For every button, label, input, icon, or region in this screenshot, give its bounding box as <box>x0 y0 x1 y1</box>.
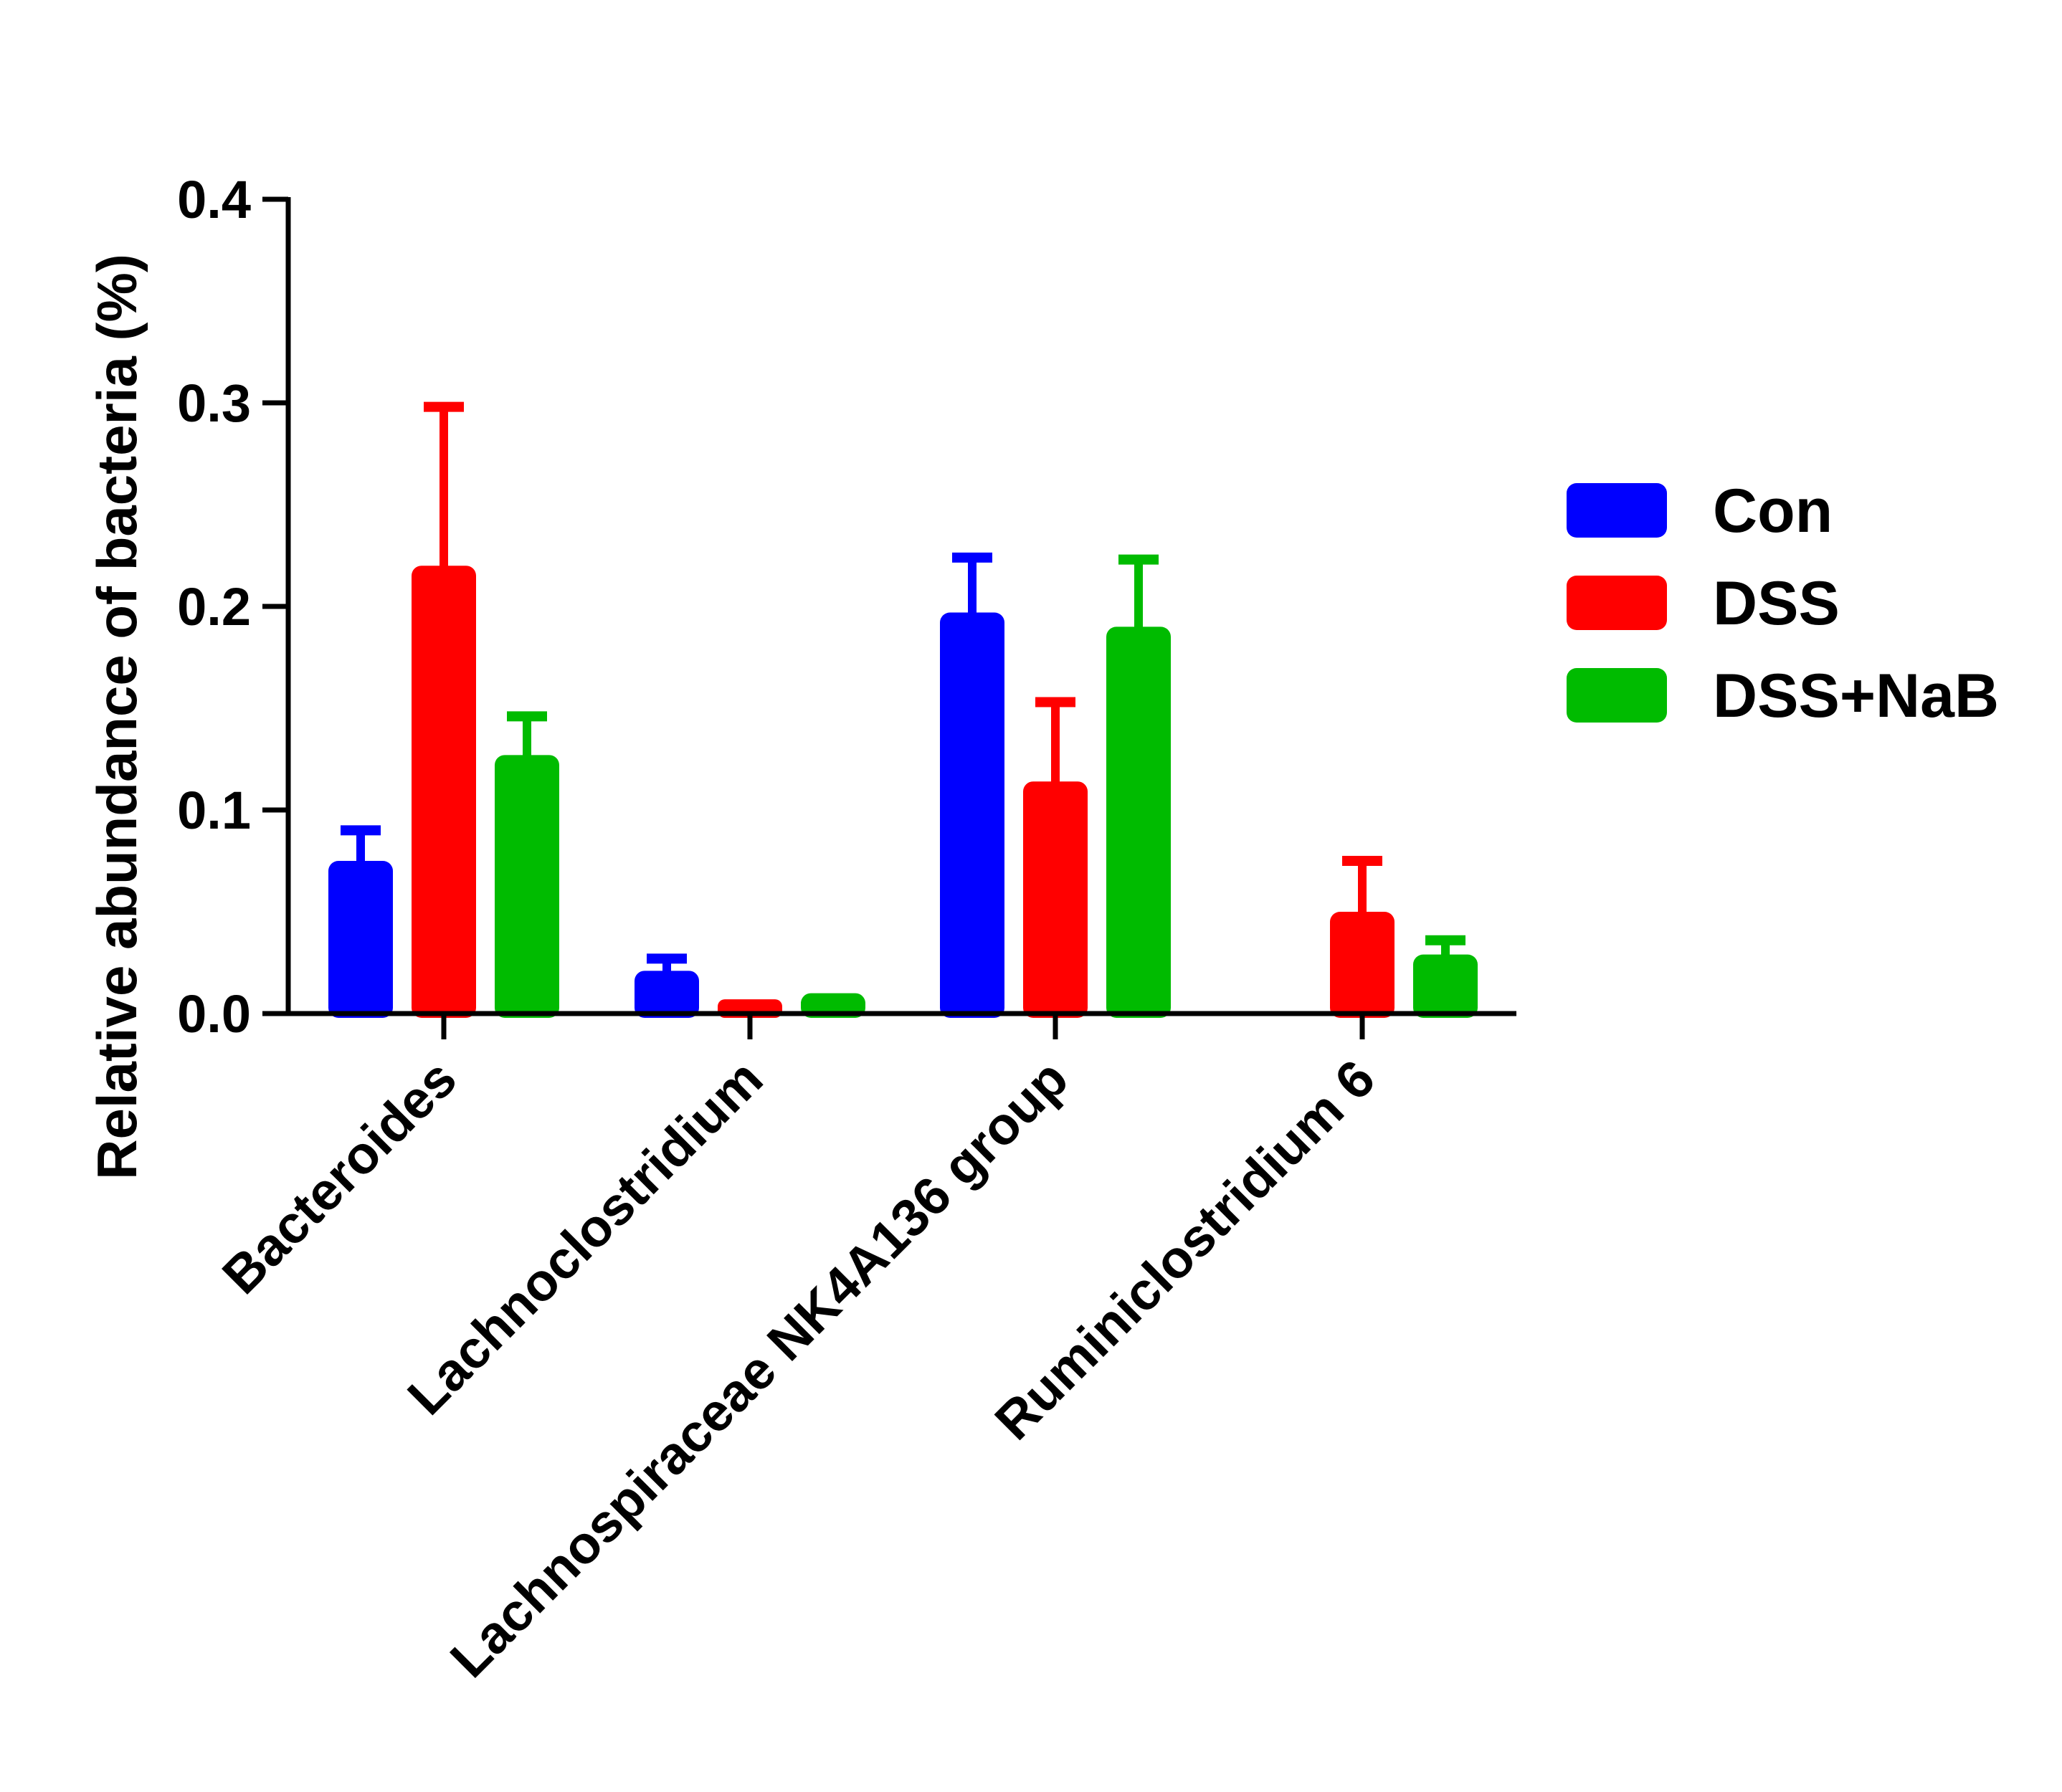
y-tick-label: 0.0 <box>177 984 251 1044</box>
bar-dss-1 <box>412 566 476 1018</box>
x-tick-label: Lachnospiraceae NK4A136 group <box>439 1049 1079 1689</box>
x-tick-label: Bacteroides <box>211 1049 467 1305</box>
bar-con-1 <box>328 861 393 1018</box>
labels-layer: 0.00.10.20.30.4BacteroidesLachnoclostrid… <box>85 170 1386 1689</box>
legend-swatch-con <box>1567 483 1667 538</box>
legend-label-dss-nab: DSS+NaB <box>1713 662 1999 730</box>
bar-dss-nab-3 <box>1106 626 1171 1018</box>
axes-layer <box>262 196 1516 1039</box>
legend-label-con: Con <box>1713 477 1833 545</box>
bar-dss-4 <box>1330 912 1395 1018</box>
bar-con-3 <box>940 612 1004 1018</box>
legend: Con DSS DSS+NaB <box>1567 477 1999 730</box>
y-tick-label: 0.4 <box>177 170 251 229</box>
bar-dss-nab-4 <box>1413 954 1478 1018</box>
legend-swatch-dss <box>1567 576 1667 630</box>
legend-label-dss: DSS <box>1713 569 1840 638</box>
y-axis-title: Relative abundance of bacteria (%) <box>85 254 148 1180</box>
bar-dss-nab-1 <box>495 755 559 1018</box>
legend-swatch-dss-nab <box>1567 668 1667 723</box>
y-tick-label: 0.2 <box>177 577 251 637</box>
y-tick-label: 0.3 <box>177 373 251 433</box>
bar-dss-3 <box>1023 781 1088 1018</box>
bar-con-2 <box>635 971 699 1018</box>
y-tick-label: 0.1 <box>177 781 251 840</box>
bars-layer <box>328 401 1478 1018</box>
